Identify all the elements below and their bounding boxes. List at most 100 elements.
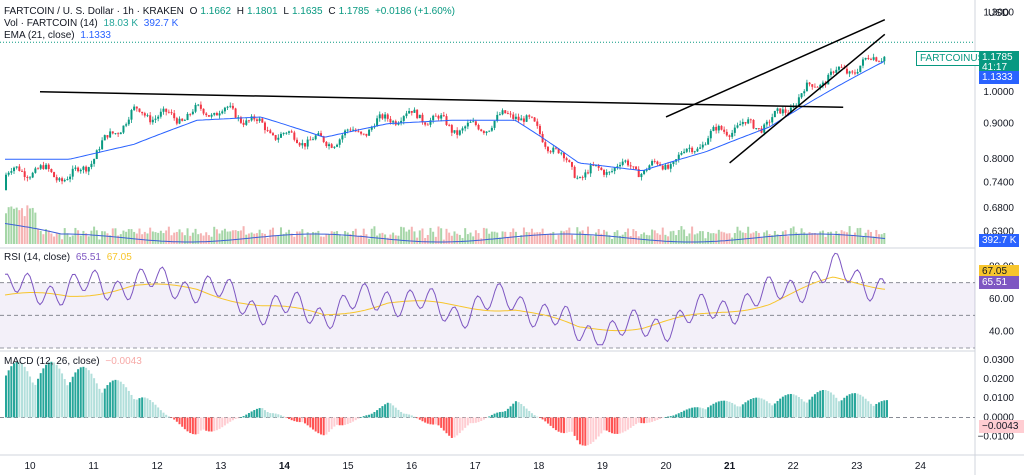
volume-bar [789, 228, 792, 244]
candle [389, 118, 392, 123]
volume-bar [779, 235, 782, 244]
macd-bar [811, 396, 814, 418]
candle [485, 131, 488, 133]
candle [877, 61, 880, 63]
candle [680, 152, 683, 155]
volume-bar [875, 229, 878, 244]
candle [509, 113, 512, 115]
macd-bar [405, 413, 408, 418]
candle [819, 84, 822, 88]
candle [376, 118, 379, 127]
macd-bar [167, 416, 170, 418]
volume-bar [549, 233, 552, 244]
macd-bar [384, 404, 387, 418]
candle [277, 137, 280, 140]
candle [328, 144, 331, 147]
macd-bar [659, 417, 662, 420]
candle [632, 166, 635, 168]
candle [143, 113, 146, 116]
candle [173, 113, 176, 119]
volume-bar [581, 230, 584, 244]
time-tick: 19 [597, 461, 609, 472]
macd-bar [488, 416, 491, 418]
macd-bar [749, 399, 752, 418]
volume-bar [570, 234, 573, 244]
macd-bar [627, 417, 630, 430]
volume-bar [627, 228, 630, 244]
candle [867, 57, 870, 59]
candle [835, 69, 838, 73]
macd-bar [103, 388, 106, 418]
volume-bar [589, 235, 592, 244]
macd-bar [597, 417, 600, 437]
macd-label: MACD (12, 26, close) [4, 356, 100, 367]
candle [728, 135, 731, 137]
candle [122, 125, 125, 133]
candle [466, 122, 469, 127]
candle [717, 125, 720, 131]
trendline [39, 91, 844, 109]
candle [130, 110, 133, 120]
macd-bar [648, 417, 651, 423]
volume-bar [429, 227, 432, 244]
macd-bar [170, 417, 173, 419]
volume-bar [688, 233, 691, 244]
candle [368, 129, 371, 136]
macd-bar [346, 417, 349, 425]
macd-bar [362, 416, 365, 418]
macd-bar [408, 414, 411, 418]
candle [747, 119, 750, 124]
candle [696, 148, 699, 152]
macd-bar [530, 413, 533, 418]
macd-bar [768, 403, 771, 418]
candle [480, 129, 483, 132]
macd-bar [410, 415, 413, 418]
macd-tick: 0.0300 [983, 355, 1014, 366]
volume-bar [667, 236, 670, 244]
macd-bar [701, 408, 704, 418]
macd-tick: 0.0100 [983, 393, 1014, 404]
candle [365, 133, 368, 136]
candle [170, 112, 173, 114]
volume-bar [603, 229, 606, 244]
volume-bar [787, 236, 790, 244]
volume-bar [26, 205, 29, 244]
macd-bar [440, 417, 443, 428]
candle [285, 132, 288, 134]
macd-bar [5, 375, 7, 418]
macd-bar [789, 393, 792, 418]
volume-bar [512, 228, 515, 244]
macd-bar [792, 394, 795, 418]
macd-bar [883, 400, 886, 418]
macd-bar [266, 412, 269, 418]
macd-bar [824, 390, 827, 418]
macd-bar [496, 412, 499, 418]
volume-bar [39, 230, 42, 244]
time-tick: 10 [24, 461, 36, 472]
macd-bar [517, 402, 520, 418]
volume-bar [469, 232, 472, 244]
volume-bar [408, 229, 411, 244]
volume-bar [114, 228, 117, 244]
candle [725, 131, 728, 136]
candle [239, 117, 242, 123]
candle [341, 135, 344, 140]
candle [525, 115, 528, 122]
volume-bar [565, 230, 568, 244]
volume-bar [557, 234, 560, 244]
candles [5, 53, 886, 191]
volume-bar [344, 231, 347, 244]
price-axis-currency: USD [988, 8, 1009, 19]
candle [498, 114, 501, 116]
candle [370, 127, 373, 130]
candle [789, 107, 792, 114]
candle [314, 135, 317, 140]
volume-bar [181, 232, 184, 244]
macd-bar [301, 417, 304, 423]
macd-bar [624, 417, 627, 432]
volume-bar [301, 229, 304, 244]
volume-bar [410, 226, 413, 244]
candle [34, 168, 37, 173]
volume-bar [528, 232, 531, 244]
